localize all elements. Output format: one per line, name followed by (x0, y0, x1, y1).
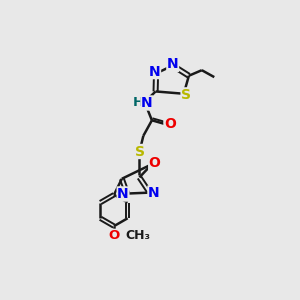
Text: O: O (108, 229, 119, 242)
Text: N: N (117, 187, 129, 201)
Text: N: N (149, 64, 161, 79)
Text: S: S (181, 88, 191, 102)
Text: N: N (141, 96, 153, 110)
Text: N: N (148, 186, 160, 200)
Text: CH₃: CH₃ (125, 229, 150, 242)
Text: O: O (149, 156, 161, 170)
Text: H: H (133, 97, 144, 110)
Text: S: S (135, 145, 145, 158)
Text: N: N (167, 57, 178, 71)
Text: O: O (164, 117, 176, 131)
